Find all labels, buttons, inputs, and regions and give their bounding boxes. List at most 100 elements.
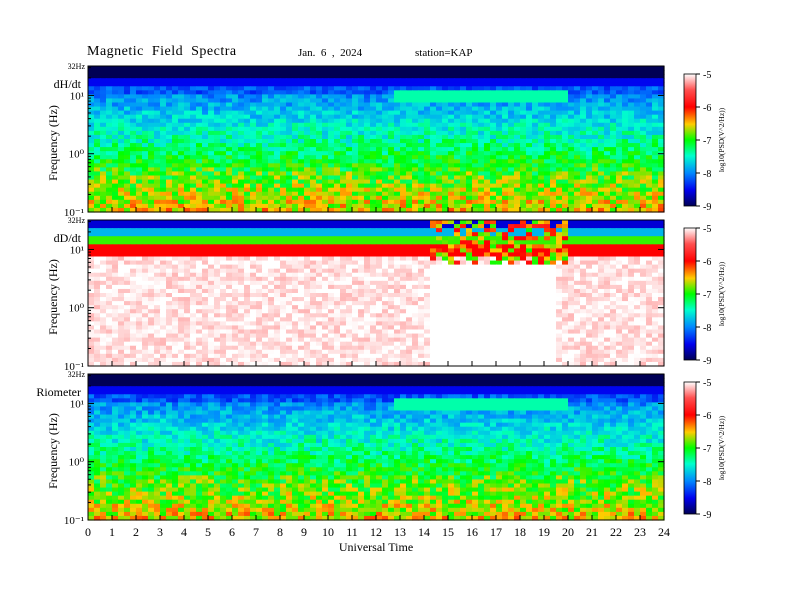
heatmap-cell [352, 74, 359, 79]
heatmap-cell [454, 90, 461, 95]
heatmap-cell [376, 90, 383, 95]
heatmap-cell [256, 264, 263, 270]
heatmap-cell [178, 118, 185, 124]
heatmap-cell [88, 159, 95, 164]
heatmap-cell [520, 207, 527, 213]
heatmap-cell [142, 126, 149, 132]
heatmap-cell [238, 256, 245, 262]
heatmap-cell [616, 139, 623, 144]
heatmap-cell [226, 94, 233, 100]
heatmap-cell [610, 147, 617, 152]
heatmap-cell [646, 122, 653, 128]
heatmap-cell [652, 256, 659, 262]
heatmap-cell [538, 276, 545, 282]
heatmap-cell [364, 207, 371, 213]
heatmap-cell [148, 126, 155, 132]
heatmap-cell [142, 90, 149, 95]
heatmap-cell [466, 155, 473, 160]
heatmap-cell [178, 276, 185, 282]
heatmap-cell [568, 187, 575, 193]
heatmap-cell [274, 102, 281, 108]
heatmap-cell [280, 82, 287, 87]
heatmap-cell [136, 126, 143, 132]
heatmap-cell [490, 151, 497, 156]
heatmap-cell [340, 248, 347, 254]
heatmap-cell [184, 78, 191, 83]
heatmap-cell [142, 256, 149, 262]
heatmap-cell [364, 167, 371, 173]
heatmap-cell [496, 130, 503, 136]
heatmap-cell [214, 260, 221, 266]
heatmap-cell [532, 175, 539, 181]
heatmap-cell [232, 122, 239, 128]
heatmap-cell [628, 70, 635, 75]
heatmap-cell [430, 114, 437, 120]
heatmap-cell [622, 143, 629, 148]
heatmap-cell [304, 130, 311, 136]
heatmap-cell [460, 224, 467, 229]
heatmap-cell [250, 260, 257, 266]
heatmap-cell [520, 94, 527, 100]
heatmap-cell [220, 207, 227, 213]
heatmap-cell [238, 183, 245, 189]
heatmap-cell [514, 110, 521, 116]
heatmap-cell [592, 114, 599, 120]
heatmap-cell [322, 130, 329, 136]
heatmap-cell [424, 106, 431, 112]
heatmap-cell [94, 110, 101, 116]
heatmap-cell [340, 114, 347, 120]
heatmap-cell [532, 114, 539, 120]
heatmap-cell [364, 224, 371, 229]
heatmap-cell [514, 228, 521, 233]
heatmap-cell [136, 187, 143, 193]
heatmap-cell [478, 276, 485, 282]
heatmap-cell [532, 130, 539, 136]
heatmap-cell [430, 122, 437, 128]
heatmap-cell [466, 256, 473, 262]
heatmap-cell [202, 147, 209, 152]
heatmap-cell [94, 191, 101, 197]
heatmap-cell [634, 256, 641, 262]
heatmap-cell [250, 240, 257, 245]
heatmap-cell [136, 82, 143, 87]
heatmap-cell [520, 272, 527, 278]
heatmap-cell [214, 98, 221, 104]
heatmap-cell [190, 268, 197, 274]
heatmap-cell [238, 236, 245, 241]
heatmap-cell [106, 232, 113, 237]
heatmap-cell [502, 268, 509, 274]
heatmap-cell [166, 134, 173, 140]
heatmap-cell [202, 159, 209, 164]
heatmap-cell [238, 74, 245, 79]
heatmap-cell [280, 236, 287, 241]
heatmap-cell [550, 232, 557, 237]
heatmap-cell [610, 220, 617, 225]
heatmap-cell [268, 183, 275, 189]
heatmap-cell [580, 264, 587, 270]
heatmap-cell [550, 122, 557, 128]
heatmap-cell [250, 220, 257, 225]
heatmap-cell [580, 130, 587, 136]
heatmap-cell [532, 187, 539, 193]
heatmap-cell [622, 260, 629, 266]
heatmap-cell [286, 232, 293, 237]
heatmap-cell [406, 179, 413, 185]
heatmap-cell [94, 280, 101, 286]
heatmap-cell [88, 98, 95, 104]
heatmap-cell [250, 183, 257, 189]
heatmap-cell [568, 272, 575, 278]
heatmap-cell [274, 244, 281, 249]
heatmap-cell [370, 207, 377, 213]
heatmap-cell [250, 151, 257, 156]
heatmap-cell [544, 159, 551, 164]
heatmap-cell [346, 220, 353, 225]
heatmap-cell [172, 114, 179, 120]
heatmap-cell [214, 134, 221, 140]
heatmap-cell [256, 179, 263, 185]
heatmap-cell [478, 74, 485, 79]
heatmap-cell [352, 183, 359, 189]
heatmap-cell [280, 244, 287, 249]
colorbar-tick-label: -9 [703, 202, 711, 213]
heatmap-cell [550, 114, 557, 120]
heatmap-cell [226, 74, 233, 79]
